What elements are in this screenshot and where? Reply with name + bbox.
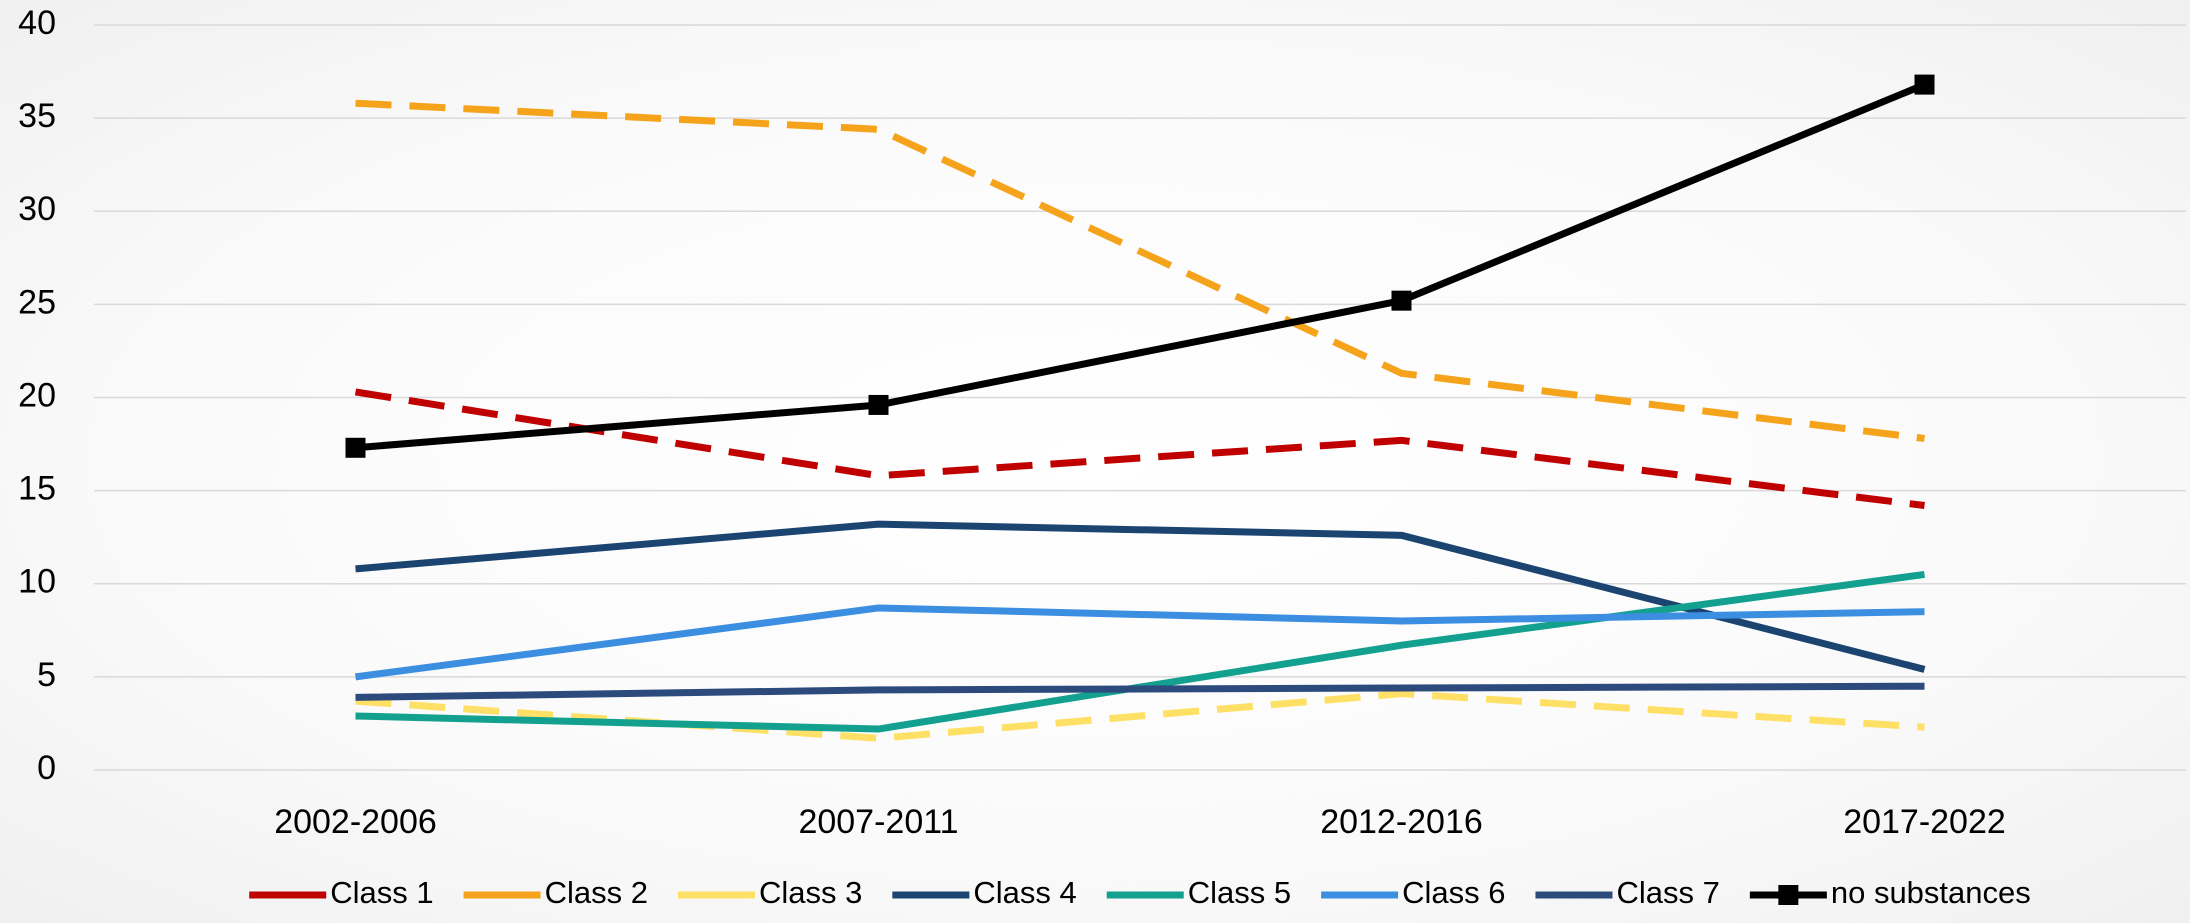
- series-line: [355, 81, 1926, 452]
- legend-label: Class 3: [759, 875, 862, 910]
- point-marker: [1391, 290, 1412, 311]
- y-tick-label: 40: [18, 4, 56, 42]
- point-marker: [868, 394, 889, 415]
- y-tick-label: 35: [18, 97, 56, 135]
- series-line: [355, 99, 1925, 442]
- y-tick-label: 10: [18, 563, 56, 601]
- series-line: [354, 388, 1925, 509]
- y-tick-label: 30: [18, 190, 56, 228]
- y-tick-label: 0: [37, 749, 56, 787]
- y-tick-label: 5: [37, 656, 56, 694]
- legend-label: Class 5: [1188, 875, 1291, 910]
- y-tick-label: 20: [18, 376, 56, 414]
- point-marker: [1914, 74, 1935, 95]
- legend: Class 1 Class 2 Class 3 Class 4 Class 5 Class…: [249, 875, 2031, 910]
- x-tick-label: 2007-2011: [798, 803, 958, 841]
- x-tick-label: 2002-2006: [274, 803, 437, 841]
- y-tick-label: 25: [18, 283, 56, 321]
- point-marker: [345, 437, 366, 458]
- legend-marker: [1778, 885, 1799, 905]
- legend-label: Class 2: [545, 875, 648, 910]
- legend-label: Class 7: [1616, 875, 1719, 910]
- legend-label: Class 6: [1402, 875, 1505, 910]
- series-line: [355, 520, 1926, 673]
- series-line: [355, 682, 1925, 701]
- legend-label: no substances: [1831, 875, 2031, 910]
- x-tick-label: 2012-2016: [1320, 803, 1483, 841]
- y-tick-label: 15: [18, 470, 56, 508]
- legend-label: Class 1: [330, 875, 433, 910]
- series-line: [355, 690, 1925, 742]
- series-line: [355, 570, 1925, 733]
- legend-label: Class 4: [973, 875, 1076, 910]
- series-line: [355, 604, 1925, 681]
- x-tick-label: 2017-2022: [1843, 803, 2006, 841]
